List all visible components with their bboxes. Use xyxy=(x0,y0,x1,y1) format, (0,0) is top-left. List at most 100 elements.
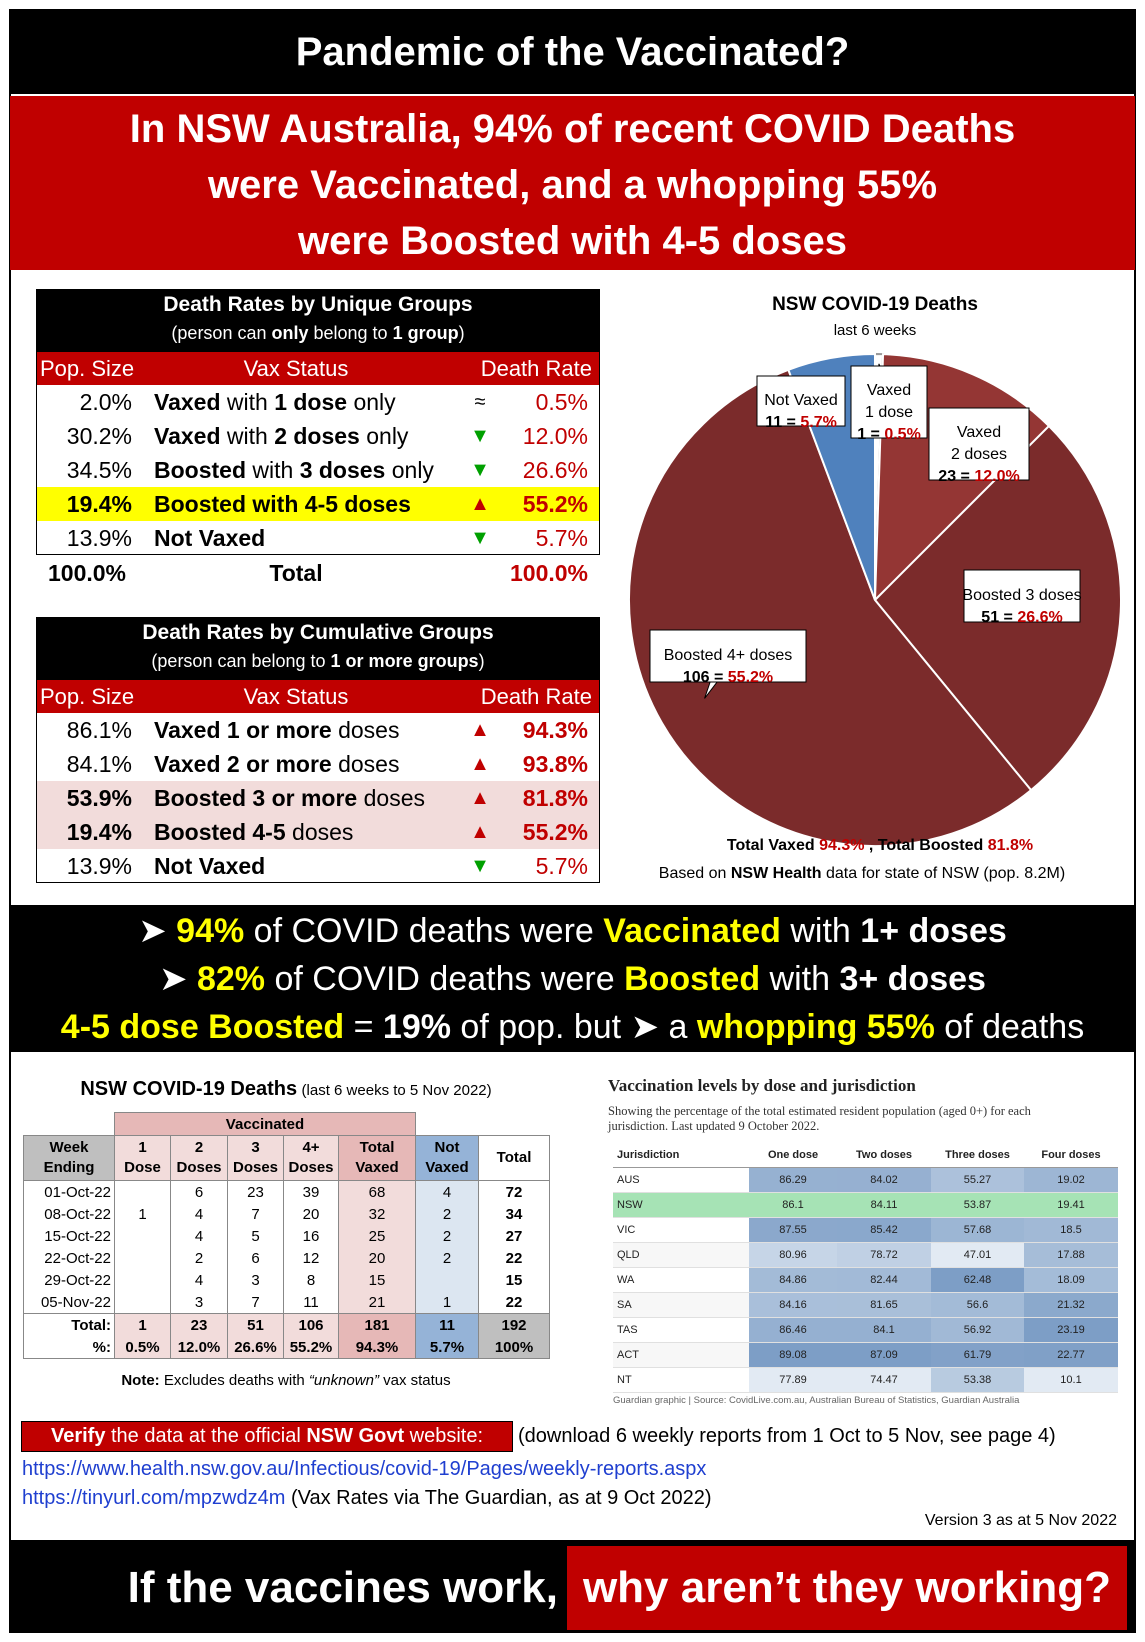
column-header: One dose xyxy=(749,1143,837,1168)
data-row: AUS 86.29 84.02 55.27 19.02 xyxy=(613,1167,1118,1193)
separator: = xyxy=(866,426,884,443)
text-segment: ➤ xyxy=(138,912,177,950)
cell: 47.01 xyxy=(931,1242,1024,1268)
cell: AUS xyxy=(613,1167,749,1193)
death-rate: 93.8% xyxy=(522,751,588,777)
header-text: Doses xyxy=(288,1159,334,1176)
death-rate: 0.5% xyxy=(535,389,588,415)
cell: 16 xyxy=(283,1225,339,1247)
cell: 12 xyxy=(283,1247,339,1269)
cell: 15 xyxy=(338,1269,416,1291)
deaths-table: Vaccinated Week Ending 1 Dose 2 Doses 3 Doses 4+ D… xyxy=(23,1112,550,1359)
pop-size: 53.9% xyxy=(66,785,132,811)
text-segment: ) xyxy=(458,323,465,343)
column-header: Death Rate xyxy=(480,356,592,381)
text-segment: with xyxy=(246,491,305,517)
cell: 86.46 xyxy=(749,1317,837,1343)
cell: 1 xyxy=(114,1203,171,1225)
column-header: Not Vaxed xyxy=(415,1135,479,1181)
link-line: https://tinyurl.com/mpzwdz4m (Vax Rates … xyxy=(22,1484,712,1512)
cell xyxy=(114,1291,171,1314)
cell: 53.87 xyxy=(931,1192,1024,1218)
guardian-source: Guardian graphic | Source: CovidLive.com… xyxy=(613,1395,1020,1406)
text-segment: Boosted xyxy=(154,457,246,483)
cell: 27 xyxy=(478,1225,550,1247)
table-subtitle: (person can belong to 1 or more groups) xyxy=(36,651,600,672)
slice-value: 106 = 55.2% xyxy=(683,669,773,686)
cell: 11 xyxy=(283,1291,339,1314)
blank-cell xyxy=(24,1113,115,1136)
text-segment: only xyxy=(385,457,434,483)
column-header-row: Week Ending 1 Dose 2 Doses 3 Doses 4+ Doses Total V… xyxy=(23,1135,550,1181)
cell: 87.55 xyxy=(749,1217,837,1243)
row-highlight xyxy=(36,781,600,815)
column-header: Pop. Size xyxy=(40,684,135,709)
separator: = xyxy=(956,468,974,485)
data-row: 29-Oct-22 4 3 8 15 15 xyxy=(23,1269,550,1291)
text-segment: (person can xyxy=(171,323,272,343)
vax-status: Boosted with 3 doses only xyxy=(154,453,434,487)
value-label: 51 xyxy=(981,609,999,626)
summary-cell: Total: xyxy=(23,1313,115,1336)
value-label: 1 xyxy=(857,426,866,443)
summary-cell: 23 xyxy=(170,1313,228,1336)
text-segment: Total Vaxed xyxy=(727,837,819,854)
cell: 20 xyxy=(338,1247,416,1269)
table-border xyxy=(36,617,600,883)
cell: 20 xyxy=(283,1203,339,1225)
trend-symbol: ▲ xyxy=(470,753,490,775)
cell: VIC xyxy=(613,1217,749,1243)
text-segment: NSW Govt xyxy=(306,1425,405,1447)
column-header: 2 Doses xyxy=(170,1135,228,1181)
trend-symbol: ▲ xyxy=(470,821,490,843)
pop-size: 19.4% xyxy=(66,819,132,845)
cell: 61.79 xyxy=(931,1342,1024,1368)
vax-status: Vaxed with 1 dose only xyxy=(154,385,396,419)
table-subtitle: (person can only belong to 1 group) xyxy=(36,323,600,344)
cell: 15-Oct-22 xyxy=(23,1225,115,1247)
cell xyxy=(114,1247,171,1269)
vax-status: Vaxed 1 or more doses xyxy=(154,713,399,747)
table-title: Death Rates by Cumulative Groups xyxy=(142,621,494,644)
header-row: Jurisdiction One dose Two doses Three doses… xyxy=(613,1143,1118,1168)
trend-symbol: ▲ xyxy=(470,493,490,515)
title-main: NSW COVID-19 Deaths xyxy=(80,1078,298,1100)
cell: 86.1 xyxy=(749,1192,837,1218)
cell: 4 xyxy=(170,1269,228,1291)
cell: 29-Oct-22 xyxy=(23,1269,115,1291)
text-segment: “unknown” xyxy=(308,1372,379,1389)
death-rate: 12.0% xyxy=(522,423,588,449)
cell: 78.72 xyxy=(837,1242,931,1268)
title-note: (last 6 weeks to 5 Nov 2022) xyxy=(301,1082,492,1099)
summary-row: %: 0.5% 12.0% 26.6% 55.2% 94.3% 5.7% 100% xyxy=(23,1336,550,1359)
slice-value: 51 = 26.6% xyxy=(981,609,1062,626)
cell: TAS xyxy=(613,1317,749,1343)
footer-right: why aren’t they working? xyxy=(582,1563,1112,1612)
trend-symbol: ▼ xyxy=(470,459,490,481)
value-label: 11 xyxy=(765,414,782,431)
vax-status: Not Vaxed xyxy=(154,521,265,555)
text-segment: doses xyxy=(357,785,425,811)
death-rate: 5.7% xyxy=(535,525,588,551)
cell: 21.32 xyxy=(1024,1292,1118,1318)
data-row: ACT 89.08 87.09 61.79 22.77 xyxy=(613,1342,1118,1368)
text-segment: 3+ doses xyxy=(839,960,986,998)
text-segment: the data at the official xyxy=(105,1425,307,1447)
slice-label: 2 doses xyxy=(951,446,1007,463)
table-title-box xyxy=(36,289,600,352)
link[interactable]: https://tinyurl.com/mpzwdz4m xyxy=(22,1487,286,1509)
callout-box xyxy=(928,407,1030,481)
chart-title: NSW COVID-19 Deaths xyxy=(772,294,978,315)
text-segment: 81.8% xyxy=(988,837,1033,854)
text-segment: ➤ xyxy=(159,960,197,998)
total-label: Total xyxy=(269,560,323,586)
text-segment: 19% xyxy=(382,1008,451,1046)
cell: 32 xyxy=(338,1203,416,1225)
chart-note: Total Vaxed 94.3% , Total Boosted 81.8% xyxy=(727,837,1033,854)
text-segment: vax status xyxy=(378,1372,451,1389)
text-segment: doses xyxy=(331,717,400,743)
cell: 57.68 xyxy=(931,1217,1024,1243)
link[interactable]: https://www.health.nsw.gov.au/Infectious… xyxy=(22,1458,707,1480)
trend-symbol: ≈ xyxy=(474,391,486,413)
